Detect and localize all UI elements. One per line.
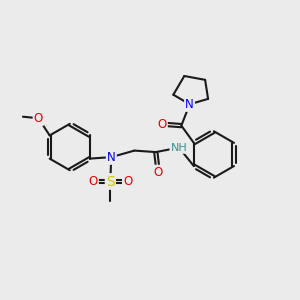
Text: O: O bbox=[123, 175, 132, 188]
Text: S: S bbox=[106, 175, 115, 188]
Text: O: O bbox=[34, 112, 43, 125]
Text: O: O bbox=[34, 112, 43, 125]
Text: N: N bbox=[107, 151, 116, 164]
Text: NH: NH bbox=[171, 142, 188, 153]
Text: S: S bbox=[106, 175, 115, 188]
Text: O: O bbox=[158, 118, 166, 130]
Text: O: O bbox=[123, 175, 132, 188]
Text: N: N bbox=[185, 98, 194, 111]
Text: O: O bbox=[158, 118, 166, 130]
Text: NH: NH bbox=[171, 142, 188, 153]
Text: N: N bbox=[107, 151, 116, 164]
Text: O: O bbox=[88, 175, 98, 188]
Text: O: O bbox=[154, 166, 163, 179]
Text: N: N bbox=[185, 98, 194, 111]
Text: O: O bbox=[154, 166, 163, 179]
Text: O: O bbox=[88, 175, 98, 188]
